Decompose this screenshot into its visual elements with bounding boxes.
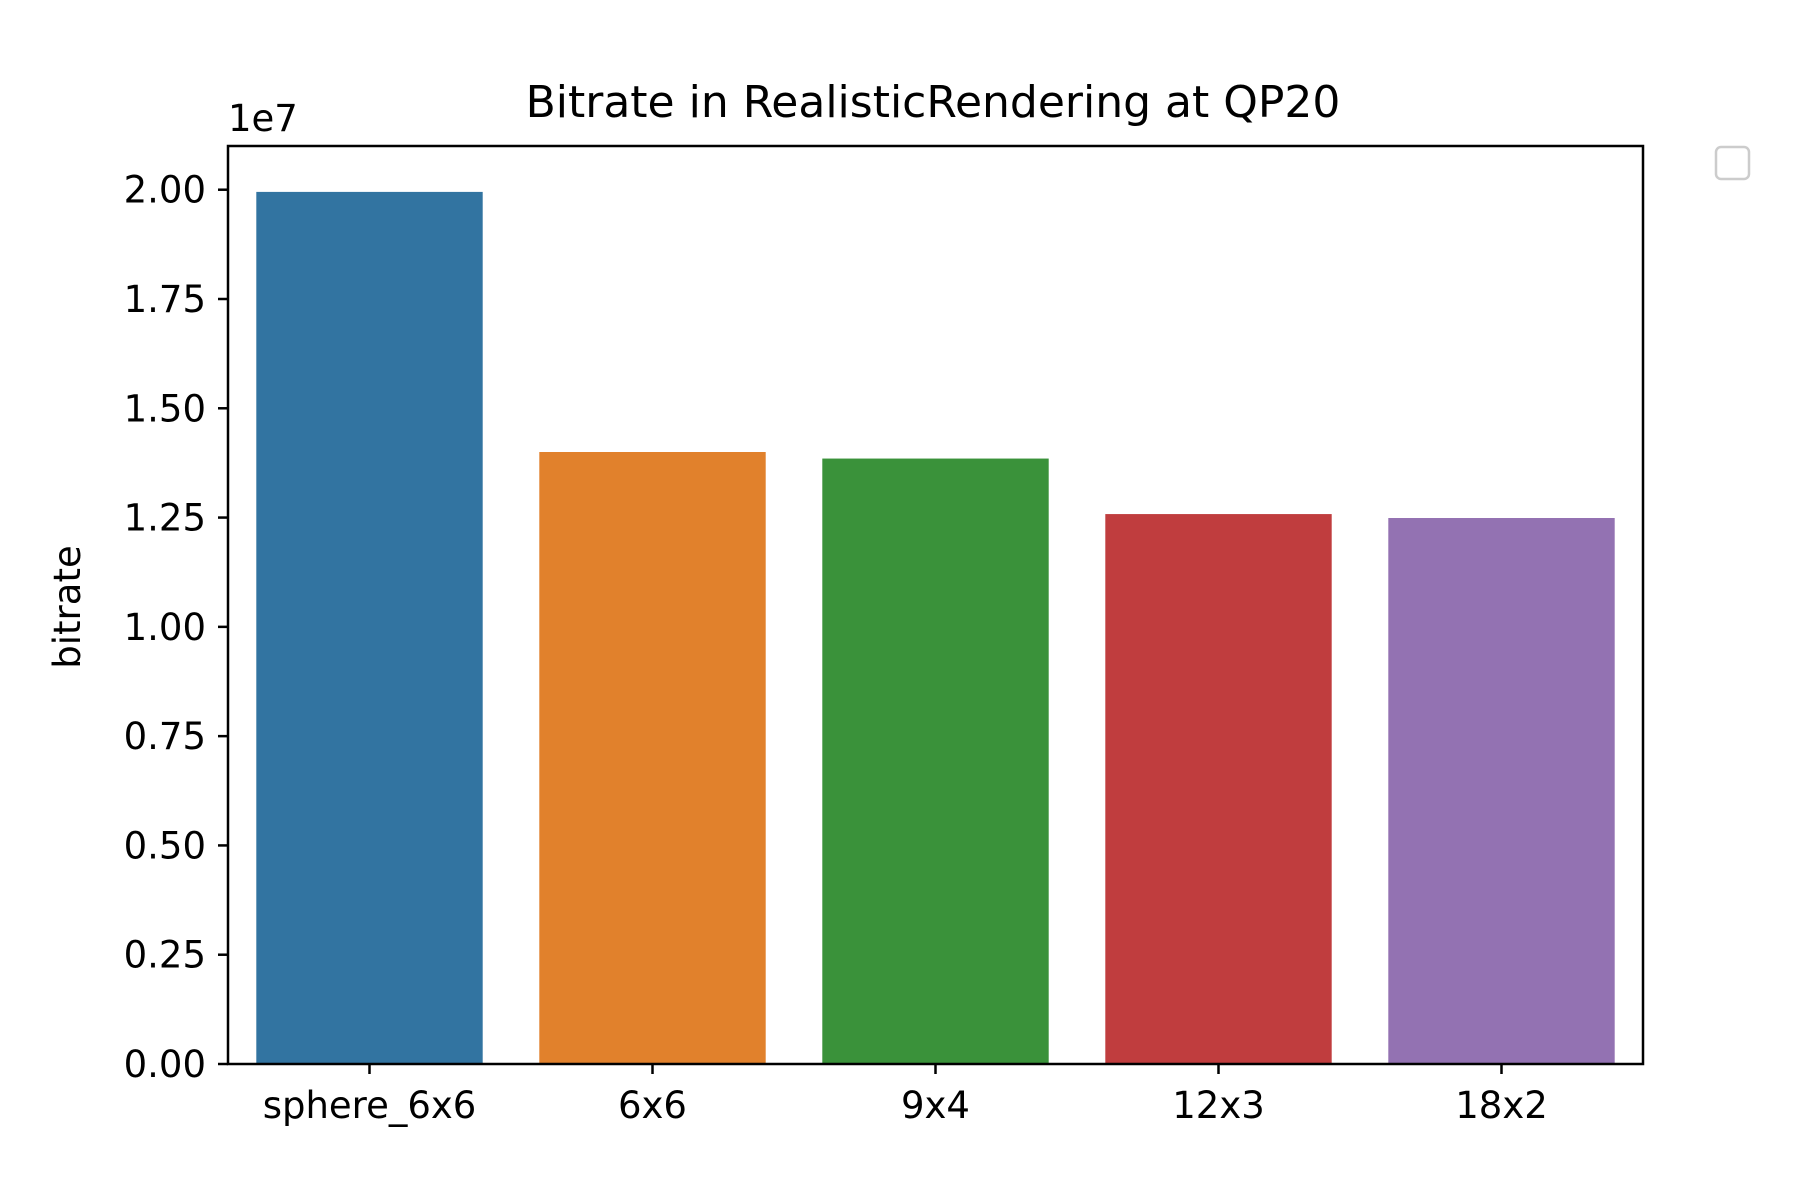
y-tick-label: 1.75 bbox=[124, 278, 206, 321]
x-axis-ticks: sphere_6x6 6x6 9x4 12x3 18x2 bbox=[263, 1064, 1548, 1127]
y-tick-label: 0.50 bbox=[124, 824, 206, 867]
chart-title: Bitrate in RealisticRendering at QP20 bbox=[526, 77, 1341, 128]
y-tick-label: 1.00 bbox=[124, 606, 206, 649]
x-tick-label: sphere_6x6 bbox=[263, 1084, 477, 1127]
x-tick-label: 6x6 bbox=[618, 1084, 687, 1127]
bars-group bbox=[256, 191, 1615, 1064]
bar-18x2 bbox=[1388, 518, 1615, 1064]
x-tick-label: 12x3 bbox=[1172, 1084, 1265, 1127]
x-tick-label: 9x4 bbox=[901, 1084, 970, 1127]
bar-9x4 bbox=[822, 458, 1049, 1064]
bar-12x3 bbox=[1105, 514, 1332, 1064]
y-tick-label: 2.00 bbox=[124, 169, 206, 212]
legend-box bbox=[1714, 145, 1751, 181]
y-axis-label: bitrate bbox=[46, 545, 89, 668]
y-tick-label: 1.25 bbox=[124, 497, 206, 540]
y-axis-ticks: 0.00 0.25 0.50 0.75 1.00 1.25 1.50 1.75 2.00 bbox=[124, 169, 228, 1086]
y-tick-label: 1.50 bbox=[124, 387, 206, 430]
y-axis-offset-label: 1e7 bbox=[228, 97, 298, 140]
x-tick-label: 18x2 bbox=[1455, 1084, 1548, 1127]
bar-6x6 bbox=[539, 452, 766, 1064]
bar-sphere_6x6 bbox=[256, 191, 483, 1064]
y-tick-label: 0.25 bbox=[124, 934, 206, 977]
y-tick-label: 0.75 bbox=[124, 715, 206, 758]
y-tick-label: 0.00 bbox=[124, 1043, 206, 1086]
plot-frame bbox=[226, 144, 1645, 1066]
